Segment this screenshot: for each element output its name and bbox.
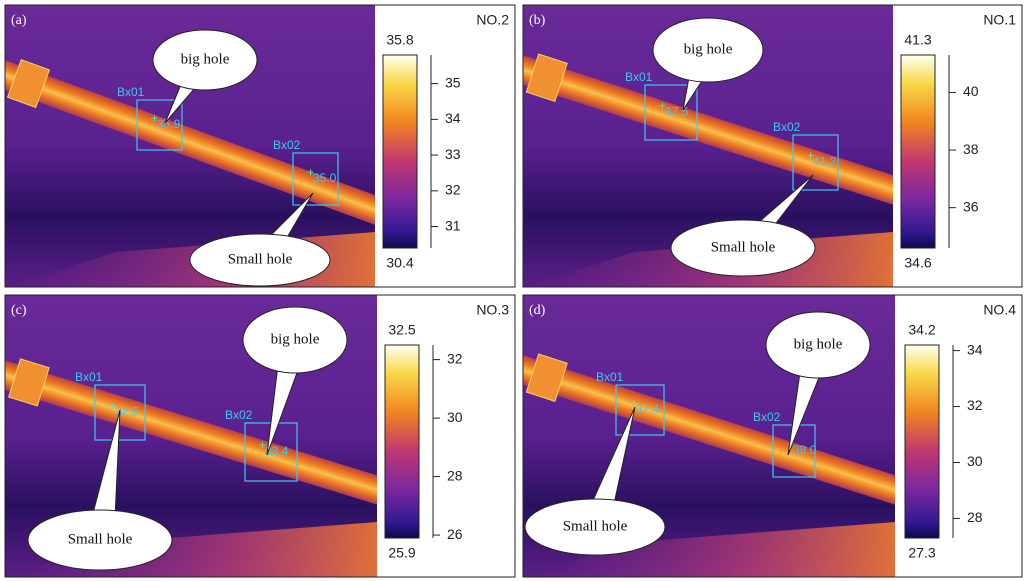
box-value: 38.0	[793, 443, 817, 457]
scale-tick-label: 34	[445, 110, 461, 126]
scale-tick-label: 30	[967, 453, 983, 469]
callout-text: Small hole	[228, 251, 293, 267]
colorbar	[905, 345, 939, 538]
callout-text: big hole	[271, 331, 320, 347]
callout-text: big hole	[794, 336, 843, 352]
box-name: Bx01	[625, 70, 653, 84]
scale-tick-label: 35	[445, 74, 461, 90]
callout-text: Small hole	[711, 239, 776, 255]
colorbar	[901, 55, 935, 248]
figure: (a)NO.2Bx01+35.9Bx02+35.0big holeSmall h…	[0, 0, 1027, 581]
box-value: 41.2	[813, 155, 837, 169]
scale-max: 34.2	[908, 322, 935, 338]
scale-max: 32.5	[388, 322, 415, 338]
scale-tick-label: 32	[967, 397, 983, 413]
scale-max: 41.3	[904, 32, 931, 48]
scale-min: 25.9	[388, 545, 415, 561]
callout-text: Small hole	[563, 518, 628, 534]
scale-min: 34.6	[904, 255, 931, 271]
image-number: NO.4	[983, 302, 1016, 318]
scale-max: 35.8	[386, 32, 413, 48]
scale-tick-label: 33	[445, 146, 461, 162]
box-value: 37.4	[636, 402, 660, 416]
scale-tick-label: 34	[967, 341, 983, 357]
panel-label: (c)	[11, 303, 27, 318]
scale-tick-label: 38	[963, 141, 979, 157]
image-number: NO.2	[476, 12, 509, 28]
scale-tick-label: 26	[447, 526, 463, 542]
panel-label: (d)	[529, 303, 546, 318]
scale-min: 27.3	[908, 545, 935, 561]
box-name: Bx02	[753, 410, 781, 424]
scale-tick-label: 36	[963, 198, 979, 214]
box-name: Bx02	[273, 138, 301, 152]
panel-label: (a)	[11, 13, 27, 28]
box-name: Bx01	[75, 370, 103, 384]
scale-min: 30.4	[386, 255, 413, 271]
image-number: NO.3	[476, 302, 509, 318]
scale-tick-label: 32	[447, 350, 463, 366]
box-value: 35.0	[313, 171, 337, 185]
scale-tick-label: 31	[445, 217, 461, 233]
colorbar	[383, 55, 417, 248]
callout-text: Small hole	[68, 531, 133, 547]
box-name: Bx02	[773, 120, 801, 134]
callout-text: big hole	[181, 51, 230, 67]
box-name: Bx02	[225, 408, 253, 422]
image-number: NO.1	[983, 12, 1016, 28]
scale-tick-label: 40	[963, 83, 979, 99]
scale-tick-label: 28	[967, 509, 983, 525]
scale-tick-label: 28	[447, 467, 463, 483]
panel-label: (b)	[529, 13, 546, 28]
colorbar	[385, 345, 419, 538]
scale-tick-label: 30	[447, 409, 463, 425]
box-name: Bx01	[596, 370, 624, 384]
box-name: Bx01	[117, 85, 145, 99]
callout-text: big hole	[684, 41, 733, 57]
scale-tick-label: 32	[445, 182, 461, 198]
